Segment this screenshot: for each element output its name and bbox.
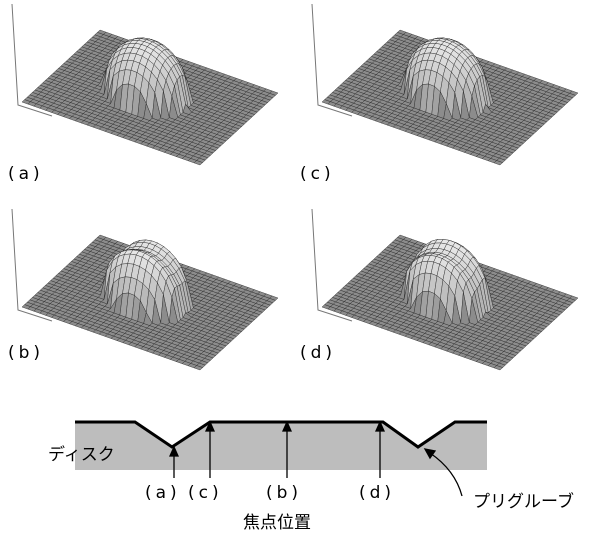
axis-label: 焦点位置 bbox=[243, 513, 311, 533]
surface-plot bbox=[12, 4, 278, 165]
focus-label: (b) bbox=[266, 483, 302, 503]
groove-label: プリグルーブ bbox=[473, 491, 574, 512]
panel-label: (a) bbox=[8, 164, 44, 184]
panel-label: (d) bbox=[300, 343, 336, 363]
disk-body bbox=[75, 422, 487, 470]
figure: (a) (c) (b) (d) ディスク (a) (c) (b) (d) プリグ… bbox=[0, 0, 605, 539]
surface-plots bbox=[12, 4, 578, 370]
surface-plot bbox=[12, 209, 278, 370]
focus-label: (a) bbox=[145, 483, 181, 503]
focus-label: (c) bbox=[188, 483, 223, 503]
focus-label: (d) bbox=[359, 483, 395, 503]
disk-label: ディスク bbox=[48, 444, 115, 465]
disk-diagram: ディスク (a) (c) (b) (d) プリグルーブ 焦点位置 bbox=[48, 422, 574, 533]
surface-plot bbox=[312, 209, 578, 370]
panel-label: (c) bbox=[300, 164, 335, 184]
surface-plot bbox=[312, 4, 578, 165]
panel-label: (b) bbox=[8, 343, 44, 363]
